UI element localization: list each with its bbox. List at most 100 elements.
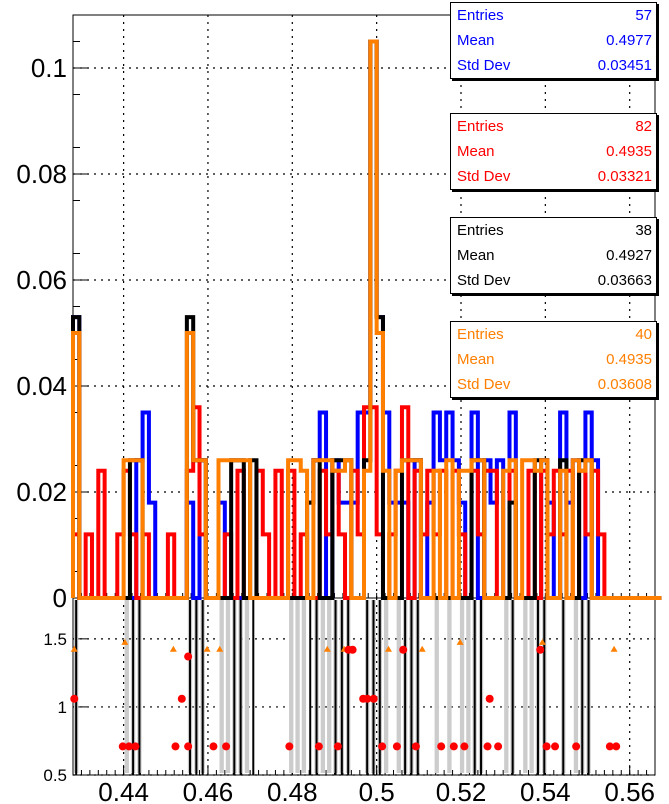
stat-label: Entries: [457, 222, 504, 239]
stat-label: Std Dev: [457, 376, 511, 393]
stat-value: 0.03451: [597, 57, 652, 74]
x-tick-label: 0.56: [604, 777, 655, 804]
ratio-error-band: [301, 600, 307, 773]
stat-row: Std Dev 0.03321: [451, 164, 656, 189]
stat-label: Std Dev: [457, 168, 511, 185]
ratio-error-band: [434, 600, 439, 773]
stat-row: Entries 82: [451, 114, 656, 139]
ratio-point-red: [378, 742, 387, 751]
ratio-point-orange: [384, 645, 392, 652]
stat-box-2: Entries 38 Mean 0.4927 Std Dev 0.03663: [450, 217, 657, 294]
stat-value: 40: [635, 326, 652, 343]
ratio-error-band: [573, 600, 579, 773]
ratio-error-band: [504, 600, 509, 773]
ratio-point-red: [411, 742, 420, 751]
y-tick-label-lower: 1.5: [43, 630, 67, 649]
stat-row: Entries 38: [451, 218, 656, 243]
ratio-point-red: [536, 645, 545, 654]
ratio-point-red: [209, 742, 218, 751]
ratio-point-red: [184, 742, 193, 751]
y-tick-label-upper: 0.08: [16, 159, 67, 189]
stat-row: Mean 0.4935: [451, 139, 656, 164]
stat-row: Entries 57: [451, 3, 656, 28]
stat-label: Mean: [457, 32, 495, 49]
stat-value: 57: [635, 7, 652, 24]
ratio-point-orange: [70, 645, 78, 652]
stat-label: Entries: [457, 118, 504, 135]
ratio-error-band: [295, 600, 300, 773]
ratio-point-red: [605, 742, 614, 751]
ratio-point-red: [70, 694, 79, 703]
ratio-error-band: [289, 600, 294, 773]
ratio-point-red: [612, 742, 621, 751]
ratio-point-red: [483, 742, 492, 751]
ratio-point-red: [125, 742, 134, 751]
ratio-point-red: [460, 742, 469, 751]
x-tick-label: 0.52: [436, 777, 487, 804]
ratio-point-red: [285, 742, 294, 751]
ratio-point-red: [333, 742, 342, 751]
ratio-error-band: [529, 600, 534, 773]
ratio-point-red: [485, 694, 494, 703]
ratio-point-red: [184, 652, 193, 661]
ratio-point-red: [551, 742, 560, 751]
ratio-error-band: [225, 600, 231, 773]
stat-value: 38: [635, 222, 652, 239]
ratio-point-red: [392, 742, 401, 751]
ratio-point-red: [177, 694, 186, 703]
x-tick-label: 0.54: [520, 777, 571, 804]
ratio-point-red: [449, 742, 458, 751]
y-tick-label-upper: 0: [53, 583, 67, 613]
ratio-point-red: [222, 742, 231, 751]
ratio-point-red: [572, 742, 581, 751]
stat-box-0: Entries 57 Mean 0.4977 Std Dev 0.03451: [450, 2, 657, 79]
ratio-error-band: [523, 600, 528, 773]
ratio-point-red: [171, 742, 180, 751]
stat-box-3: Entries 40 Mean 0.4935 Std Dev 0.03608: [450, 321, 657, 398]
ratio-error-band: [459, 600, 465, 773]
stat-label: Std Dev: [457, 57, 511, 74]
stat-row: Mean 0.4935: [451, 347, 656, 372]
ratio-point-orange: [216, 645, 224, 652]
ratio-point-red: [118, 742, 127, 751]
ratio-point-orange: [418, 645, 426, 652]
stat-label: Entries: [457, 326, 504, 343]
ratio-error-band: [383, 600, 389, 773]
lower-frame: [72, 597, 656, 776]
ratio-error-band: [124, 600, 129, 773]
ratio-point-orange: [456, 638, 464, 645]
x-tick-label: 0.48: [267, 777, 318, 804]
stat-label: Mean: [457, 247, 495, 264]
y-tick-label-lower: 1: [58, 698, 67, 717]
y-tick-label-upper: 0.04: [16, 371, 67, 401]
stat-value: 0.03663: [597, 272, 652, 289]
ratio-point-red: [363, 694, 372, 703]
ratio-point-red: [348, 645, 357, 654]
stat-row: Std Dev 0.03663: [451, 268, 656, 293]
ratio-error-band: [466, 600, 471, 773]
stat-label: Mean: [457, 143, 495, 160]
stat-value: 0.03321: [597, 168, 652, 185]
ratio-point-red: [314, 742, 323, 751]
ratio-point-red: [542, 742, 551, 751]
ratio-error-band: [244, 600, 250, 773]
ratio-error-band: [327, 600, 332, 773]
histogram-series-3: [71, 39, 662, 600]
stat-label: Std Dev: [457, 272, 511, 289]
stat-value: 0.03608: [597, 376, 652, 393]
x-tick-label: 0.44: [98, 777, 149, 804]
stat-row: Entries 40: [451, 322, 656, 347]
y-tick-label-upper: 0.06: [16, 265, 67, 295]
stat-row: Std Dev 0.03608: [451, 372, 656, 397]
x-tick-label: 0.46: [183, 777, 234, 804]
stat-value: 0.4935: [606, 351, 652, 368]
ratio-error-band: [219, 600, 224, 773]
stat-label: Mean: [457, 351, 495, 368]
ratio-point-orange: [169, 645, 177, 652]
ratio-point-red: [369, 694, 378, 703]
stat-value: 0.4977: [606, 32, 652, 49]
stat-value: 0.4927: [606, 247, 652, 264]
stat-value: 0.4935: [606, 143, 652, 160]
ratio-point-orange: [323, 645, 331, 652]
